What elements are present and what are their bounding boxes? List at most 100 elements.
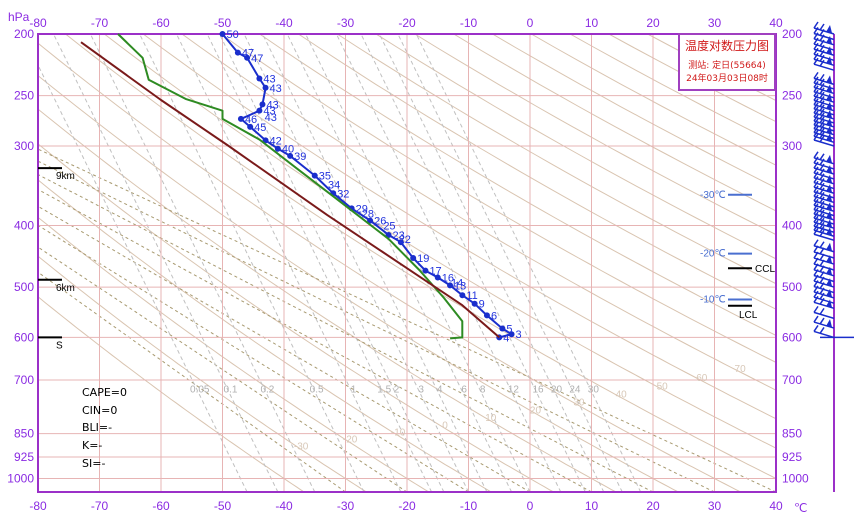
x-unit-label: ℃: [794, 501, 807, 515]
temperature-point-label: 46: [245, 114, 257, 126]
dry-adiabat-line: [38, 255, 367, 492]
temperature-point-label: 47: [242, 48, 254, 60]
temperature-point: [311, 172, 318, 179]
dry-adiabat-line: [142, 34, 776, 420]
chart-title: 温度对数压力图: [685, 38, 769, 53]
moist-adiabat-line: [38, 246, 408, 492]
temperature-point-label: 35: [319, 171, 331, 183]
mixing-ratio-label: 24: [569, 384, 581, 395]
temperature-point: [459, 292, 466, 299]
temp-tick-top: 0: [527, 16, 534, 30]
temperature-point: [397, 239, 404, 246]
dry-adiabat-line: [842, 34, 861, 492]
wind-barb: [813, 129, 835, 143]
temperature-point-label: 43: [263, 74, 275, 86]
dry-adiabat-line: [103, 34, 776, 449]
temperature-point-label: 5: [506, 324, 512, 336]
temperature-point-label: 43: [270, 83, 282, 95]
mixing-ratio-label: 6: [461, 384, 467, 395]
pressure-tick-left: 200: [14, 27, 34, 41]
temperature-point-label: 6: [491, 310, 497, 322]
pressure-tick-right: 250: [782, 89, 802, 103]
mixing-ratio-label: 1: [351, 384, 357, 395]
pressure-tick-left: 300: [14, 139, 34, 153]
wind-barb: [813, 52, 835, 67]
level-mark-label: CCL: [755, 264, 775, 275]
temp-tick-bottom: 20: [646, 499, 660, 513]
temp-tick-bottom: -40: [275, 499, 293, 513]
temperature-point-label: 14: [451, 278, 463, 290]
mixing-ratio-label: 0.5: [310, 384, 324, 395]
temp-tick-top: -60: [152, 16, 170, 30]
temperature-point-label: 16: [442, 273, 454, 285]
pressure-tick-left: 600: [14, 330, 34, 344]
dry-adiabat-line: [725, 34, 776, 61]
wind-barb: [813, 305, 835, 320]
height-mark-label: 6km: [56, 283, 75, 294]
wind-barb: [813, 133, 835, 147]
pressure-tick-right: 400: [782, 218, 802, 232]
wind-barb: [813, 57, 835, 71]
dry-adiabat-line: [298, 34, 776, 310]
temp-tick-top: 10: [585, 16, 599, 30]
pressure-tick-left: 250: [14, 89, 34, 103]
mixing-ratio-label: 8: [480, 384, 486, 395]
temperature-line: [221, 33, 513, 339]
temp-tick-bottom: -60: [152, 499, 170, 513]
temperature-point-label: 43: [266, 99, 278, 111]
dry-adiabat-line: [38, 296, 305, 492]
moist-adiabat-line: [38, 271, 346, 492]
dry-adiabat-line: [38, 42, 741, 492]
temperature-point: [262, 84, 269, 91]
wind-profile: [813, 21, 854, 492]
temperature-point: [434, 274, 441, 281]
temperature-point-label: 43: [263, 106, 275, 118]
mixing-ratio-label: 16: [532, 384, 544, 395]
temp-tick-bottom: 30: [708, 499, 722, 513]
y-unit-label: hPa: [8, 10, 30, 24]
temperature-point-label: 28: [362, 208, 374, 220]
mixing-ratio-label: 0.05: [190, 384, 210, 395]
temperature-point: [483, 312, 490, 319]
mixing-ratio-line: [335, 34, 562, 492]
temperature-point: [256, 75, 263, 82]
moist-adiabat-line: [38, 148, 776, 492]
temperature-point-label: 42: [270, 135, 282, 147]
mixing-ratio-line: [89, 34, 316, 492]
temperature-point-label: 50: [227, 29, 239, 41]
mixing-ratio-line: [38, 64, 248, 492]
temperature-point: [256, 107, 263, 114]
pressure-tick-right: 700: [782, 373, 802, 387]
temperature-point-label: 29: [356, 203, 368, 215]
wind-barb: [813, 251, 835, 265]
bli-value: BLI=-: [82, 421, 112, 434]
station-label: 测站: 定日(55664): [688, 59, 766, 71]
temp-tick-bottom: -80: [29, 499, 47, 513]
cape-value: CAPE=0: [82, 386, 127, 399]
isotherm-mark-label: -20℃: [700, 249, 726, 260]
isotherm-mark-label: -30℃: [700, 190, 726, 201]
time-label: 24年03月03日08时: [686, 72, 768, 84]
temperature-point-label: 45: [254, 122, 266, 134]
level-mark-label: LCL: [739, 310, 758, 321]
temperature-point: [422, 267, 429, 274]
temperature-point-label: 34: [328, 180, 340, 192]
mixing-ratio-line: [53, 34, 279, 492]
wind-barb: [813, 171, 835, 185]
mixing-ratio-line: [219, 34, 445, 492]
temperature-point-label: 25: [383, 220, 395, 232]
dry-adiabat-line: [38, 143, 554, 492]
wind-barb: [813, 315, 835, 329]
mixing-ratio-label: 30: [588, 384, 600, 395]
temp-tick-bottom: 40: [769, 499, 783, 513]
theta-label: 10: [485, 413, 497, 424]
parcel-line: [80, 41, 500, 339]
temp-tick-top: -70: [91, 16, 109, 30]
pressure-tick-right: 300: [782, 139, 802, 153]
temperature-point: [287, 152, 294, 159]
temperature-point-label: 47: [251, 53, 263, 65]
wind-barb: [813, 71, 835, 86]
chart-series: [80, 31, 515, 341]
dry-adiabat-line: [65, 34, 776, 480]
